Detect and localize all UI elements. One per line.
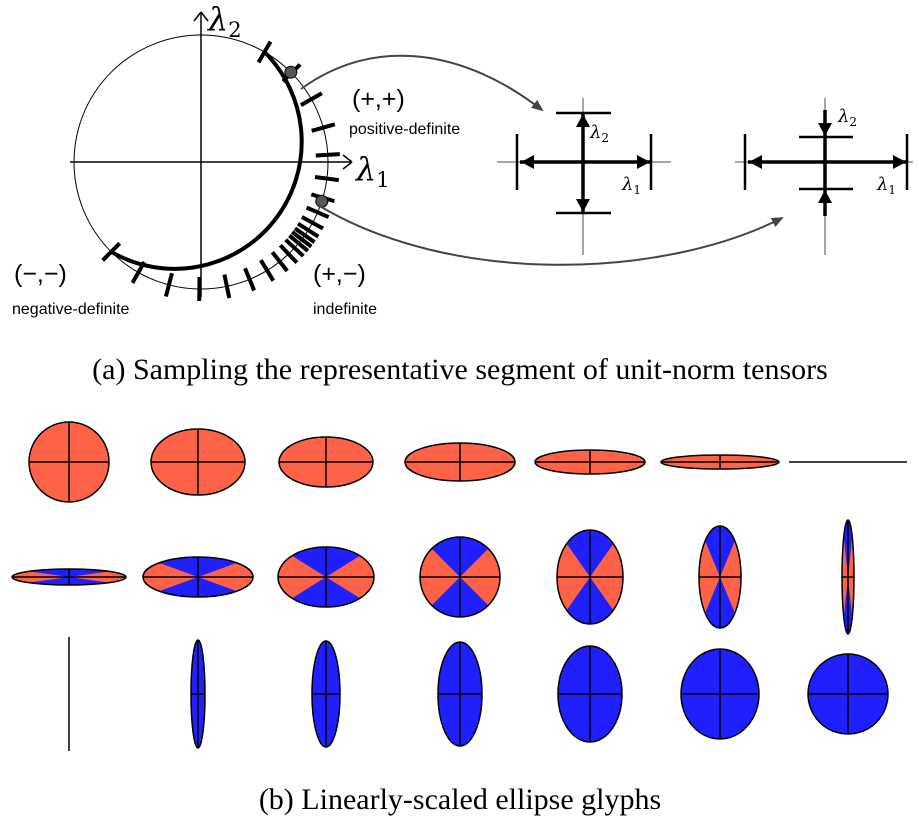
caption-a: (a) Sampling the representative segment … bbox=[92, 353, 828, 386]
ellipse-glyph bbox=[311, 640, 341, 748]
sample-tick bbox=[311, 122, 336, 133]
lambda2-axis-tip bbox=[200, 11, 209, 22]
sample-tick bbox=[256, 40, 273, 64]
ellipse-glyph bbox=[680, 648, 760, 740]
ellipse-glyph-outline bbox=[404, 442, 516, 482]
panel-b: (b) Linearly-scaled ellipse glyphs bbox=[11, 421, 907, 816]
ellipse-row-negative-definite bbox=[68, 637, 889, 751]
ellipse-glyph bbox=[142, 556, 254, 598]
sample-tick bbox=[314, 174, 340, 183]
ellipse-glyph-outline bbox=[698, 525, 742, 629]
sample-tick bbox=[243, 267, 256, 292]
ellipse-glyph bbox=[404, 442, 516, 482]
ellipse-glyph bbox=[660, 454, 780, 470]
indefinite-sign: (+,−) bbox=[313, 260, 366, 288]
ellipse-glyph bbox=[11, 568, 127, 586]
ellipse-glyph-outline bbox=[437, 641, 483, 747]
sample-tick bbox=[293, 226, 316, 244]
sample-tick bbox=[284, 238, 305, 258]
ellipse-glyph bbox=[190, 639, 206, 749]
ellipse-glyph-outline bbox=[142, 556, 254, 598]
ellipse-glyph bbox=[150, 428, 246, 496]
ellipse-glyph bbox=[534, 449, 646, 475]
lambda2-axis-tip bbox=[193, 11, 202, 22]
sample-tick bbox=[130, 261, 147, 284]
caption-b: (b) Linearly-scaled ellipse glyphs bbox=[259, 783, 661, 816]
sampled-segment-arc bbox=[110, 50, 304, 271]
sample-tick bbox=[299, 91, 323, 107]
ellipse-row-positive-definite bbox=[28, 421, 907, 503]
positive-definite-label: positive-definite bbox=[349, 121, 460, 138]
ellipse-glyph bbox=[419, 536, 501, 618]
lambda1-label: λ1 bbox=[354, 150, 390, 192]
ellipse-glyph-outline bbox=[556, 529, 624, 625]
indefinite-glyph-lambda1: λ1 bbox=[876, 174, 896, 197]
sample-tick bbox=[222, 274, 232, 299]
lambda1-axis-tip bbox=[342, 161, 353, 170]
indefinite-glyph-lambda2: λ2 bbox=[837, 106, 857, 129]
positive-glyph-lambda1: λ1 bbox=[621, 174, 641, 197]
ellipse-glyph-outline bbox=[311, 640, 341, 748]
highlighted-sample-point bbox=[284, 65, 298, 79]
sample-tick bbox=[163, 272, 174, 298]
sample-tick bbox=[101, 241, 122, 262]
sample-tick bbox=[259, 259, 276, 282]
sample-tick bbox=[305, 205, 330, 219]
panel-a: λ1 λ2 (+,+) positive-definite (−,−) nega… bbox=[12, 0, 913, 386]
sample-tick bbox=[301, 215, 325, 231]
positive-definite-glyph: λ2 λ1 bbox=[497, 98, 671, 255]
arrow-to-indefinite-glyph bbox=[317, 204, 784, 266]
ellipse-glyph-outline bbox=[807, 653, 889, 735]
ellipse-glyph bbox=[278, 436, 374, 488]
ellipse-glyph-outline bbox=[278, 436, 374, 488]
ellipse-glyph-outline bbox=[419, 536, 501, 618]
ellipse-glyph-outline bbox=[841, 519, 855, 635]
sample-tick bbox=[288, 234, 310, 253]
positive-definite-sign: (+,+) bbox=[352, 85, 405, 113]
ellipse-row-indefinite bbox=[11, 519, 855, 635]
sample-tick bbox=[296, 221, 320, 239]
positive-glyph-lambda2: λ2 bbox=[589, 122, 609, 145]
ellipse-glyph bbox=[841, 519, 855, 635]
highlighted-sample-point bbox=[315, 194, 329, 208]
ellipse-glyph bbox=[807, 653, 889, 735]
ellipse-glyph-outline bbox=[11, 568, 127, 586]
ellipse-glyph bbox=[28, 421, 110, 503]
ellipse-glyph-outline bbox=[190, 639, 206, 749]
ellipse-glyph bbox=[557, 645, 623, 743]
lambda1-axis-tip bbox=[342, 154, 353, 163]
sample-tick bbox=[291, 230, 313, 249]
ellipse-glyph bbox=[698, 525, 742, 629]
unit-norm-circle bbox=[73, 34, 340, 302]
sample-tick bbox=[315, 152, 340, 158]
ellipse-glyph-outline bbox=[680, 648, 760, 740]
arrow-to-positive-glyph bbox=[300, 54, 544, 112]
negative-definite-sign: (−,−) bbox=[14, 260, 67, 288]
ellipse-glyph-outline bbox=[28, 421, 110, 503]
lambda2-label: λ2 bbox=[206, 0, 242, 42]
ellipse-glyph bbox=[437, 641, 483, 747]
indefinite-label: indefinite bbox=[313, 301, 377, 318]
ellipse-glyph-outline bbox=[277, 546, 375, 608]
indefinite-glyph: λ2 λ1 bbox=[735, 98, 913, 255]
ellipse-glyph bbox=[277, 546, 375, 608]
ellipse-glyph bbox=[556, 529, 624, 625]
sample-tick bbox=[278, 243, 299, 265]
ellipse-glyph-outline bbox=[150, 428, 246, 496]
ellipse-glyph-outline bbox=[557, 645, 623, 743]
ellipse-glyph-outline bbox=[534, 449, 646, 475]
negative-definite-label: negative-definite bbox=[12, 301, 130, 318]
sample-tick bbox=[270, 250, 289, 273]
ellipse-glyph-outline bbox=[660, 454, 780, 470]
